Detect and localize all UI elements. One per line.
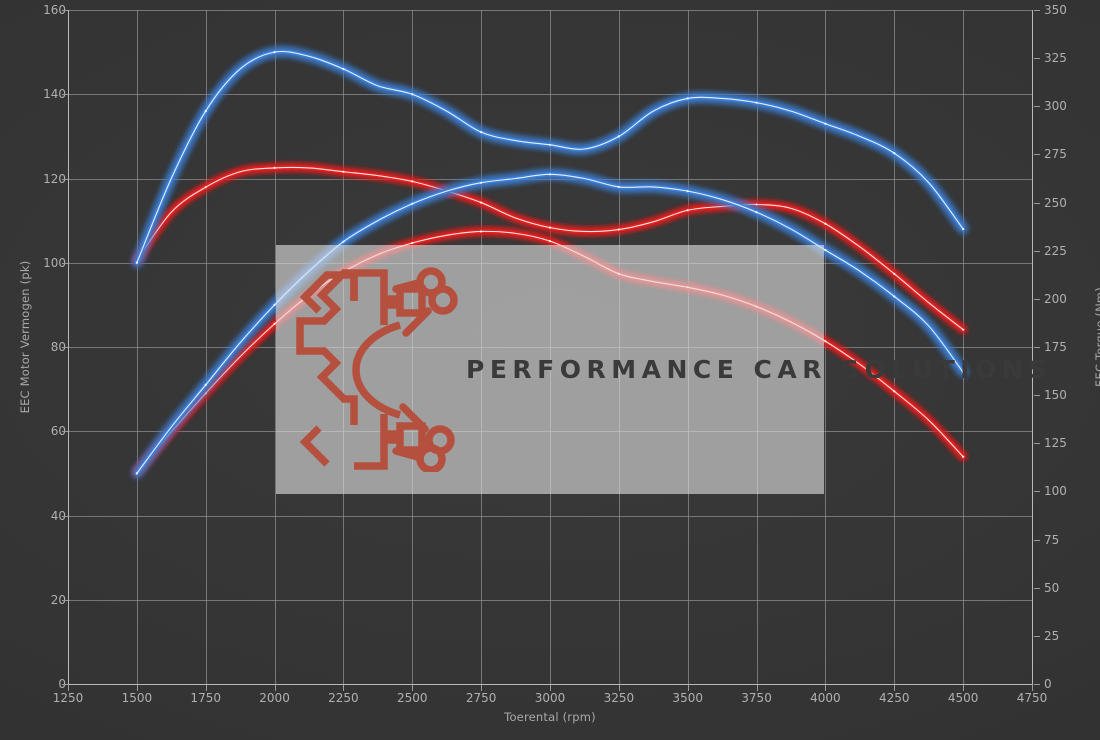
y-axis-left-tick-label: 40 bbox=[50, 508, 66, 523]
y-axis-right-tick-label: 250 bbox=[1044, 195, 1067, 210]
tick-mark bbox=[1034, 298, 1040, 300]
y-axis-right-tick-label: 200 bbox=[1044, 291, 1067, 306]
x-axis-tick-label: 1250 bbox=[52, 691, 84, 705]
tick-mark bbox=[550, 685, 551, 691]
tick-mark bbox=[343, 685, 345, 691]
y-axis-right-line bbox=[1032, 10, 1033, 684]
y-axis-left-tick-label: 160 bbox=[43, 3, 66, 17]
watermark-overlay: PERFORMANCE CAR SOLUTIONS bbox=[276, 245, 1052, 494]
y-axis-right-tick-label: 300 bbox=[1044, 99, 1067, 114]
x-axis-tick-label: 4250 bbox=[879, 691, 910, 705]
tick-mark bbox=[1034, 347, 1040, 348]
tick-mark bbox=[481, 685, 483, 691]
y-axis-left-tick-label: 20 bbox=[50, 592, 66, 607]
tick-mark bbox=[62, 94, 68, 96]
y-axis-right-tick-label: 175 bbox=[1044, 340, 1067, 354]
x-axis-tick-label: 3500 bbox=[672, 691, 703, 705]
tick-mark bbox=[825, 685, 827, 691]
x-axis-tick-label: 3750 bbox=[741, 691, 772, 705]
x-axis-tick-label: 4750 bbox=[1016, 691, 1048, 705]
y-axis-left-tick-label: 120 bbox=[43, 171, 66, 186]
tick-mark bbox=[274, 685, 276, 691]
tick-mark bbox=[1034, 539, 1040, 541]
tick-mark bbox=[1034, 106, 1040, 108]
y-axis-left-tick-label: 60 bbox=[50, 424, 66, 439]
y-axis-right-tick-label: 225 bbox=[1044, 243, 1067, 258]
x-axis-tick-label: 3250 bbox=[603, 691, 635, 705]
gear-circuit-logo bbox=[296, 267, 458, 472]
x-axis-title: Toerental (rpm) bbox=[504, 710, 596, 724]
y-axis-right-tick-label: 0 bbox=[1044, 677, 1052, 691]
x-axis-tick-label: 2750 bbox=[465, 691, 497, 705]
tick-mark bbox=[62, 178, 68, 180]
tick-mark bbox=[62, 10, 68, 11]
y-axis-left-line bbox=[68, 10, 69, 684]
tick-mark bbox=[62, 347, 68, 348]
y-axis-right-tick-label: 25 bbox=[1044, 628, 1060, 643]
tick-mark bbox=[1034, 684, 1040, 685]
tick-mark bbox=[205, 685, 207, 691]
y-axis-left-tick-label: 140 bbox=[43, 87, 66, 102]
tick-mark bbox=[62, 431, 68, 433]
grid-line-vertical bbox=[825, 10, 827, 684]
tick-mark bbox=[1034, 491, 1040, 493]
tick-mark bbox=[1034, 58, 1040, 60]
y-axis-right-tick-label: 100 bbox=[1044, 484, 1067, 499]
tick-mark bbox=[894, 685, 896, 691]
y-axis-right-tick-label: 50 bbox=[1044, 580, 1060, 595]
x-axis-tick-label: 4000 bbox=[810, 691, 841, 705]
tick-mark bbox=[687, 685, 689, 691]
tick-mark bbox=[1034, 443, 1040, 445]
y-axis-left-title: EEC Motor Vermogen (pk) bbox=[18, 260, 32, 414]
y-axis-right-title: EEC Torque (Nm) bbox=[1093, 287, 1100, 387]
y-axis-right-tick-label: 125 bbox=[1044, 436, 1067, 451]
watermark-text: PERFORMANCE CAR SOLUTIONS bbox=[466, 355, 1052, 384]
y-axis-right-tick-label: 150 bbox=[1044, 388, 1067, 403]
y-axis-right-tick-label: 275 bbox=[1044, 147, 1067, 162]
y-axis-left-tick-label: 100 bbox=[43, 255, 66, 270]
x-axis-tick-label: 2500 bbox=[397, 691, 428, 705]
tick-mark bbox=[1034, 587, 1040, 589]
y-axis-right-tick-label: 325 bbox=[1044, 51, 1067, 66]
x-axis-tick-label: 2250 bbox=[328, 691, 359, 705]
tick-mark bbox=[756, 685, 758, 691]
tick-mark bbox=[136, 685, 138, 691]
tick-mark bbox=[1034, 154, 1040, 156]
x-axis-tick-label: 1500 bbox=[121, 691, 153, 705]
x-axis-tick-label: 4500 bbox=[947, 691, 979, 705]
tick-mark bbox=[68, 685, 69, 691]
grid-line-vertical bbox=[894, 10, 896, 684]
x-axis-tick-label: 2000 bbox=[259, 691, 290, 705]
tick-mark bbox=[62, 599, 68, 601]
tick-mark bbox=[1034, 635, 1040, 637]
x-axis-tick-label: 3000 bbox=[534, 691, 566, 705]
tick-mark bbox=[1032, 685, 1033, 691]
y-axis-left-tick-label: 80 bbox=[50, 340, 66, 354]
tick-mark bbox=[62, 684, 68, 685]
tick-mark bbox=[1034, 250, 1040, 252]
grid-line-vertical bbox=[205, 10, 207, 684]
tick-mark bbox=[963, 685, 965, 691]
grid-line-vertical bbox=[963, 10, 965, 684]
y-axis-right-tick-label: 350 bbox=[1044, 3, 1067, 17]
tick-mark bbox=[412, 685, 414, 691]
tick-mark bbox=[618, 685, 620, 691]
grid-line-vertical bbox=[136, 10, 138, 684]
x-axis-tick-label: 1750 bbox=[190, 691, 221, 705]
tick-mark bbox=[1034, 202, 1040, 204]
tick-mark bbox=[62, 262, 68, 264]
tick-mark bbox=[1034, 10, 1040, 11]
tick-mark bbox=[1034, 395, 1040, 397]
x-axis-line bbox=[68, 684, 1033, 685]
y-axis-right-tick-label: 75 bbox=[1044, 532, 1060, 547]
tick-mark bbox=[62, 515, 68, 517]
